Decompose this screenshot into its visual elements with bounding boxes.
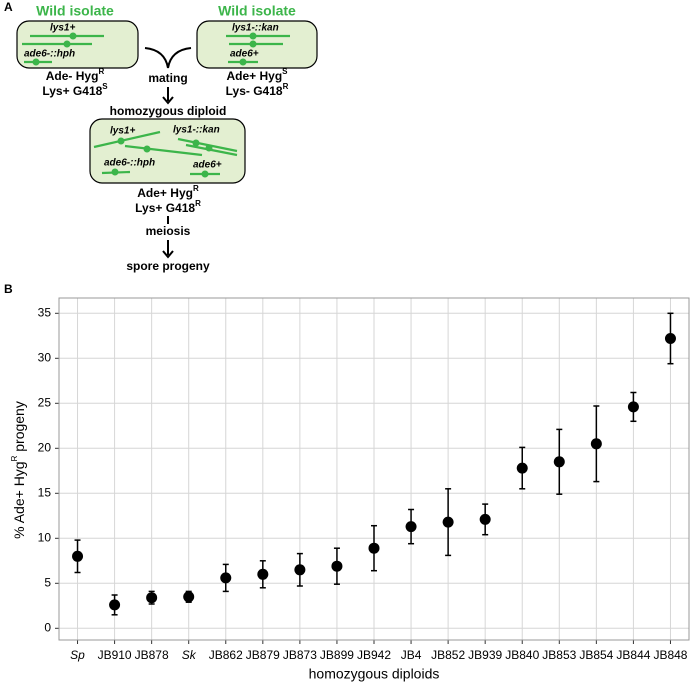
box-title: Wild isolate [36,3,114,19]
gene-label: ade6+ [193,160,222,171]
point [627,401,639,413]
x-tick-label: JB910 [98,648,132,662]
point [664,333,676,344]
centromere [63,40,71,48]
plot-border [58,297,690,641]
phenotype: Lys- G418R [226,82,289,98]
x-axis-label: homozygous diploids [309,666,440,682]
point [109,599,121,611]
x-tick-label: JB878 [135,648,169,662]
y-tick-label: 5 [44,575,51,589]
centromere [201,170,209,178]
arrow-head [162,250,174,259]
x-tick-label: JB852 [431,648,465,662]
box-title: Wild isolate [218,3,296,19]
x-tick-label: JB4 [401,648,422,662]
point [257,568,269,580]
panel-label: B [4,282,13,296]
centromere [239,58,247,66]
gene-label: ade6-::hph [104,158,155,169]
x-tick-label: JB879 [246,648,280,662]
point [146,592,158,604]
y-tick-label: 10 [38,530,52,544]
centromere [205,144,213,152]
phenotype: Ade+ HygS [226,67,288,83]
gene-label: lys1+ [50,23,75,34]
arrow-head [162,96,174,105]
x-tick-label: JB848 [653,648,687,662]
gene-label: lys1-::kan [173,125,220,136]
x-tick-label: JB854 [579,648,613,662]
centromere [32,58,40,66]
point [331,560,343,572]
y-tick-label: 25 [38,395,52,409]
point [442,516,454,528]
bracket [144,47,192,69]
y-axis-label: % Ade+ HygR progeny [10,401,27,539]
step-label: homozygous diploid [110,104,227,118]
x-tick-label: JB853 [542,648,576,662]
point [368,542,380,554]
phenotype: Ade+ HygR [137,184,199,200]
point [405,521,417,533]
panel-label: A [4,0,13,14]
gene-label: ade6-::hph [24,49,75,60]
point [294,564,306,576]
point [72,550,84,562]
step-label: meiosis [146,224,191,238]
x-tick-label: JB899 [320,648,354,662]
centromere [117,137,125,145]
centromere [249,40,257,48]
y-tick-label: 20 [38,440,52,454]
centromere [69,32,77,40]
centromere [249,32,257,40]
y-tick-label: 30 [38,350,52,364]
x-tick-label: JB942 [357,648,391,662]
x-tick-label: JB862 [209,648,243,662]
phenotype: Ade- HygR [46,67,105,83]
chromosome [124,144,203,157]
gene-label: ade6+ [230,49,259,60]
centromere [143,145,151,153]
x-tick-label: JB873 [283,648,317,662]
point [220,572,232,584]
point [183,591,195,603]
gene-label: lys1-::kan [232,23,279,34]
x-tick-label: JB939 [468,648,502,662]
chromosome [93,130,161,149]
point [516,462,528,474]
y-tick-label: 35 [38,305,52,319]
step-label: mating [148,71,187,85]
x-tick-label: JB840 [505,648,539,662]
y-tick-label: 15 [38,485,52,499]
centromere [111,168,119,176]
x-tick-label: JB844 [616,648,650,662]
step-label: spore progeny [126,259,210,273]
gene-label: lys1+ [110,126,135,137]
x-tick-label: Sp [70,648,85,662]
phenotype: Lys+ G418S [42,82,108,98]
point [590,438,602,450]
centromere [192,139,200,147]
point [479,513,491,525]
y-tick-label: 0 [44,620,51,634]
phenotype: Lys+ G418R [135,199,201,215]
point [553,456,565,468]
x-tick-label: Sk [182,648,197,662]
